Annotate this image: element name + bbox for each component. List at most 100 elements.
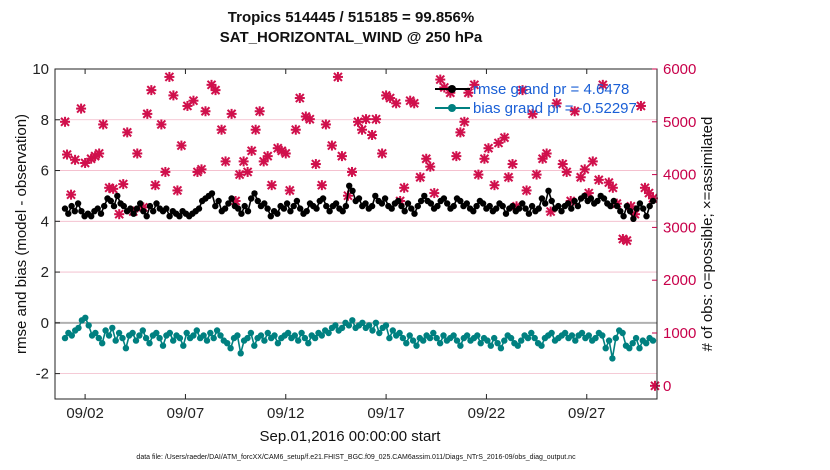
bias-point [572,337,579,344]
rmse-point [146,202,154,210]
bias-point [271,332,278,339]
bias-point [538,342,545,349]
rmse-point [587,195,595,202]
bias-point [609,355,616,362]
bias-point [247,329,255,337]
obs-count-marker [168,90,179,101]
obs-count-marker [593,174,604,185]
bias-point [295,337,302,344]
obs-count-marker [473,169,484,180]
rmse-point [463,200,470,207]
bias-point [264,329,271,337]
bias-point [433,334,440,342]
obs-count-marker [238,156,249,167]
bias-point [528,329,535,337]
obs-count-marker [361,114,372,125]
obs-count-marker [587,156,598,167]
obs-count-marker [489,180,500,191]
bias-point [109,324,116,332]
obs-count-marker [455,127,466,138]
bias-point [176,334,184,342]
bias-point [345,322,353,329]
bias-point [213,327,221,334]
bias-point [585,332,592,339]
obs-count-marker [246,145,257,156]
bias-point [599,332,606,339]
y-right-tick-label: 0 [663,378,671,395]
rmse-point [133,205,141,212]
rmse-point [130,210,137,217]
bias-point [369,327,376,334]
bias-point [105,332,113,339]
rmse-point [457,197,464,205]
bias-series-layer [61,314,657,362]
bias-point [95,334,103,342]
rmse-point [509,202,516,210]
x-tick-label: 09/27 [568,405,606,422]
bias-point [142,334,150,342]
bias-point [170,337,177,344]
rmse-point [166,213,173,220]
rmse-point [221,205,229,212]
obs-count-marker [242,166,253,177]
rmse-point [502,210,510,217]
y-right-tick-label: 5000 [663,114,696,131]
bias-point [568,332,576,339]
bias-point [119,334,126,342]
obs-count-marker [557,159,568,170]
x-tick-label: 09/17 [367,405,405,422]
y-axis-label: rmse and bias (model - observation) [13,114,30,354]
obs-count-marker [310,159,321,170]
rmse-point [94,205,101,212]
obs-count-marker [336,151,347,162]
bias-point [92,329,99,337]
rmse-point [427,200,435,207]
obs-count-marker [499,132,510,143]
bias-point [636,345,643,352]
obs-count-marker [597,79,608,90]
rmse-point [630,215,637,222]
rmse-point [610,197,617,205]
obs-count-marker [76,103,87,114]
rmse-point [342,202,350,210]
rmse-point [101,202,108,210]
bias-point [453,337,461,344]
bias-point [338,324,346,332]
bias-point [487,342,494,349]
rmse-point [110,202,118,210]
obs-count-marker [425,161,436,172]
bias-point [234,332,241,339]
bias-point [298,329,305,337]
rmse-point [143,213,150,220]
rmse-point [548,197,555,205]
bias-point [180,342,187,349]
bias-point [413,342,420,349]
rmse-point [620,213,627,220]
bias-point [436,340,444,347]
bias-point [365,322,373,329]
rmse-point [581,192,588,200]
obs-count-marker [517,85,528,96]
obs-count-marker [226,108,237,119]
obs-count-marker [621,235,632,246]
bias-point [376,329,383,337]
rmse-point [636,200,644,207]
rmse-point [323,202,330,210]
obs-count-marker [196,164,207,175]
rmse-point [594,197,601,205]
bias-point [396,329,403,337]
data-file-footnote: data file: /Users/raeder/DAI/ATM_forcXX/… [136,454,576,461]
bias-point [643,340,650,347]
obs-count-marker [216,124,227,135]
rmse-point [251,190,258,197]
obs-count-marker [60,116,71,127]
obs-count-marker [284,185,295,196]
obs-count-marker [421,153,432,164]
rmse-point [640,205,647,212]
obs-count-marker [188,95,199,106]
bias-point [629,340,636,347]
rmse-point [74,200,82,207]
rmse-point [290,202,297,210]
rmse-point [408,205,415,212]
